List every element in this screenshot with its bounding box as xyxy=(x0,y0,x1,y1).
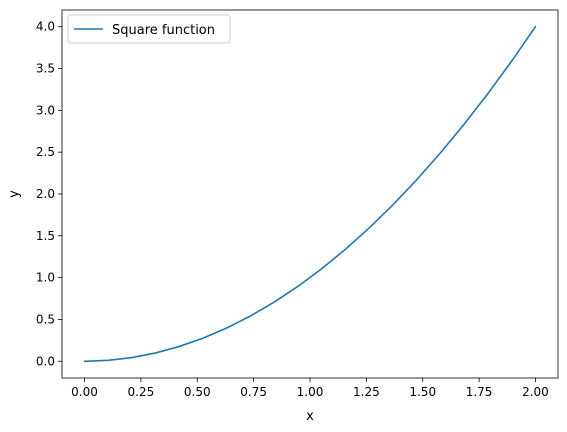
x-tick-label: 1.25 xyxy=(353,385,380,399)
x-tick-label: 1.75 xyxy=(466,385,493,399)
x-tick-label: 1.00 xyxy=(297,385,324,399)
x-axis-label: x xyxy=(306,409,314,424)
y-axis: 0.0 0.5 1.0 1.5 2.0 2.5 3.0 3.5 4.0 xyxy=(36,20,62,368)
y-tick-label: 3.5 xyxy=(36,62,55,76)
y-axis-label: y xyxy=(7,190,22,198)
y-tick-label: 3.0 xyxy=(36,103,55,117)
y-tick-label: 2.0 xyxy=(36,187,55,201)
legend-label: Square function xyxy=(112,23,215,38)
series-layer xyxy=(83,25,537,363)
y-tick-label: 1.0 xyxy=(36,271,55,285)
x-tick-label: 2.00 xyxy=(522,385,549,399)
plot-background xyxy=(62,10,558,378)
x-tick-label: 0.00 xyxy=(71,385,98,399)
y-tick-label: 0.5 xyxy=(36,312,55,326)
legend-box xyxy=(67,14,231,44)
plot-frame xyxy=(61,9,559,379)
x-tick-label: 1.50 xyxy=(409,385,436,399)
x-tick-label: 0.50 xyxy=(184,385,211,399)
x-tick-label: 0.25 xyxy=(128,385,155,399)
x-axis: 0.00 0.25 0.50 0.75 1.00 1.25 1.50 1.75 2.00 xyxy=(71,378,549,399)
legend: Square function xyxy=(67,14,231,44)
y-tick-label: 0.0 xyxy=(36,354,55,368)
y-tick-label: 1.5 xyxy=(36,229,55,243)
y-tick-label: 4.0 xyxy=(36,20,55,34)
y-tick-label: 2.5 xyxy=(36,145,55,159)
series-line xyxy=(83,25,537,363)
x-tick-label: 0.75 xyxy=(240,385,267,399)
